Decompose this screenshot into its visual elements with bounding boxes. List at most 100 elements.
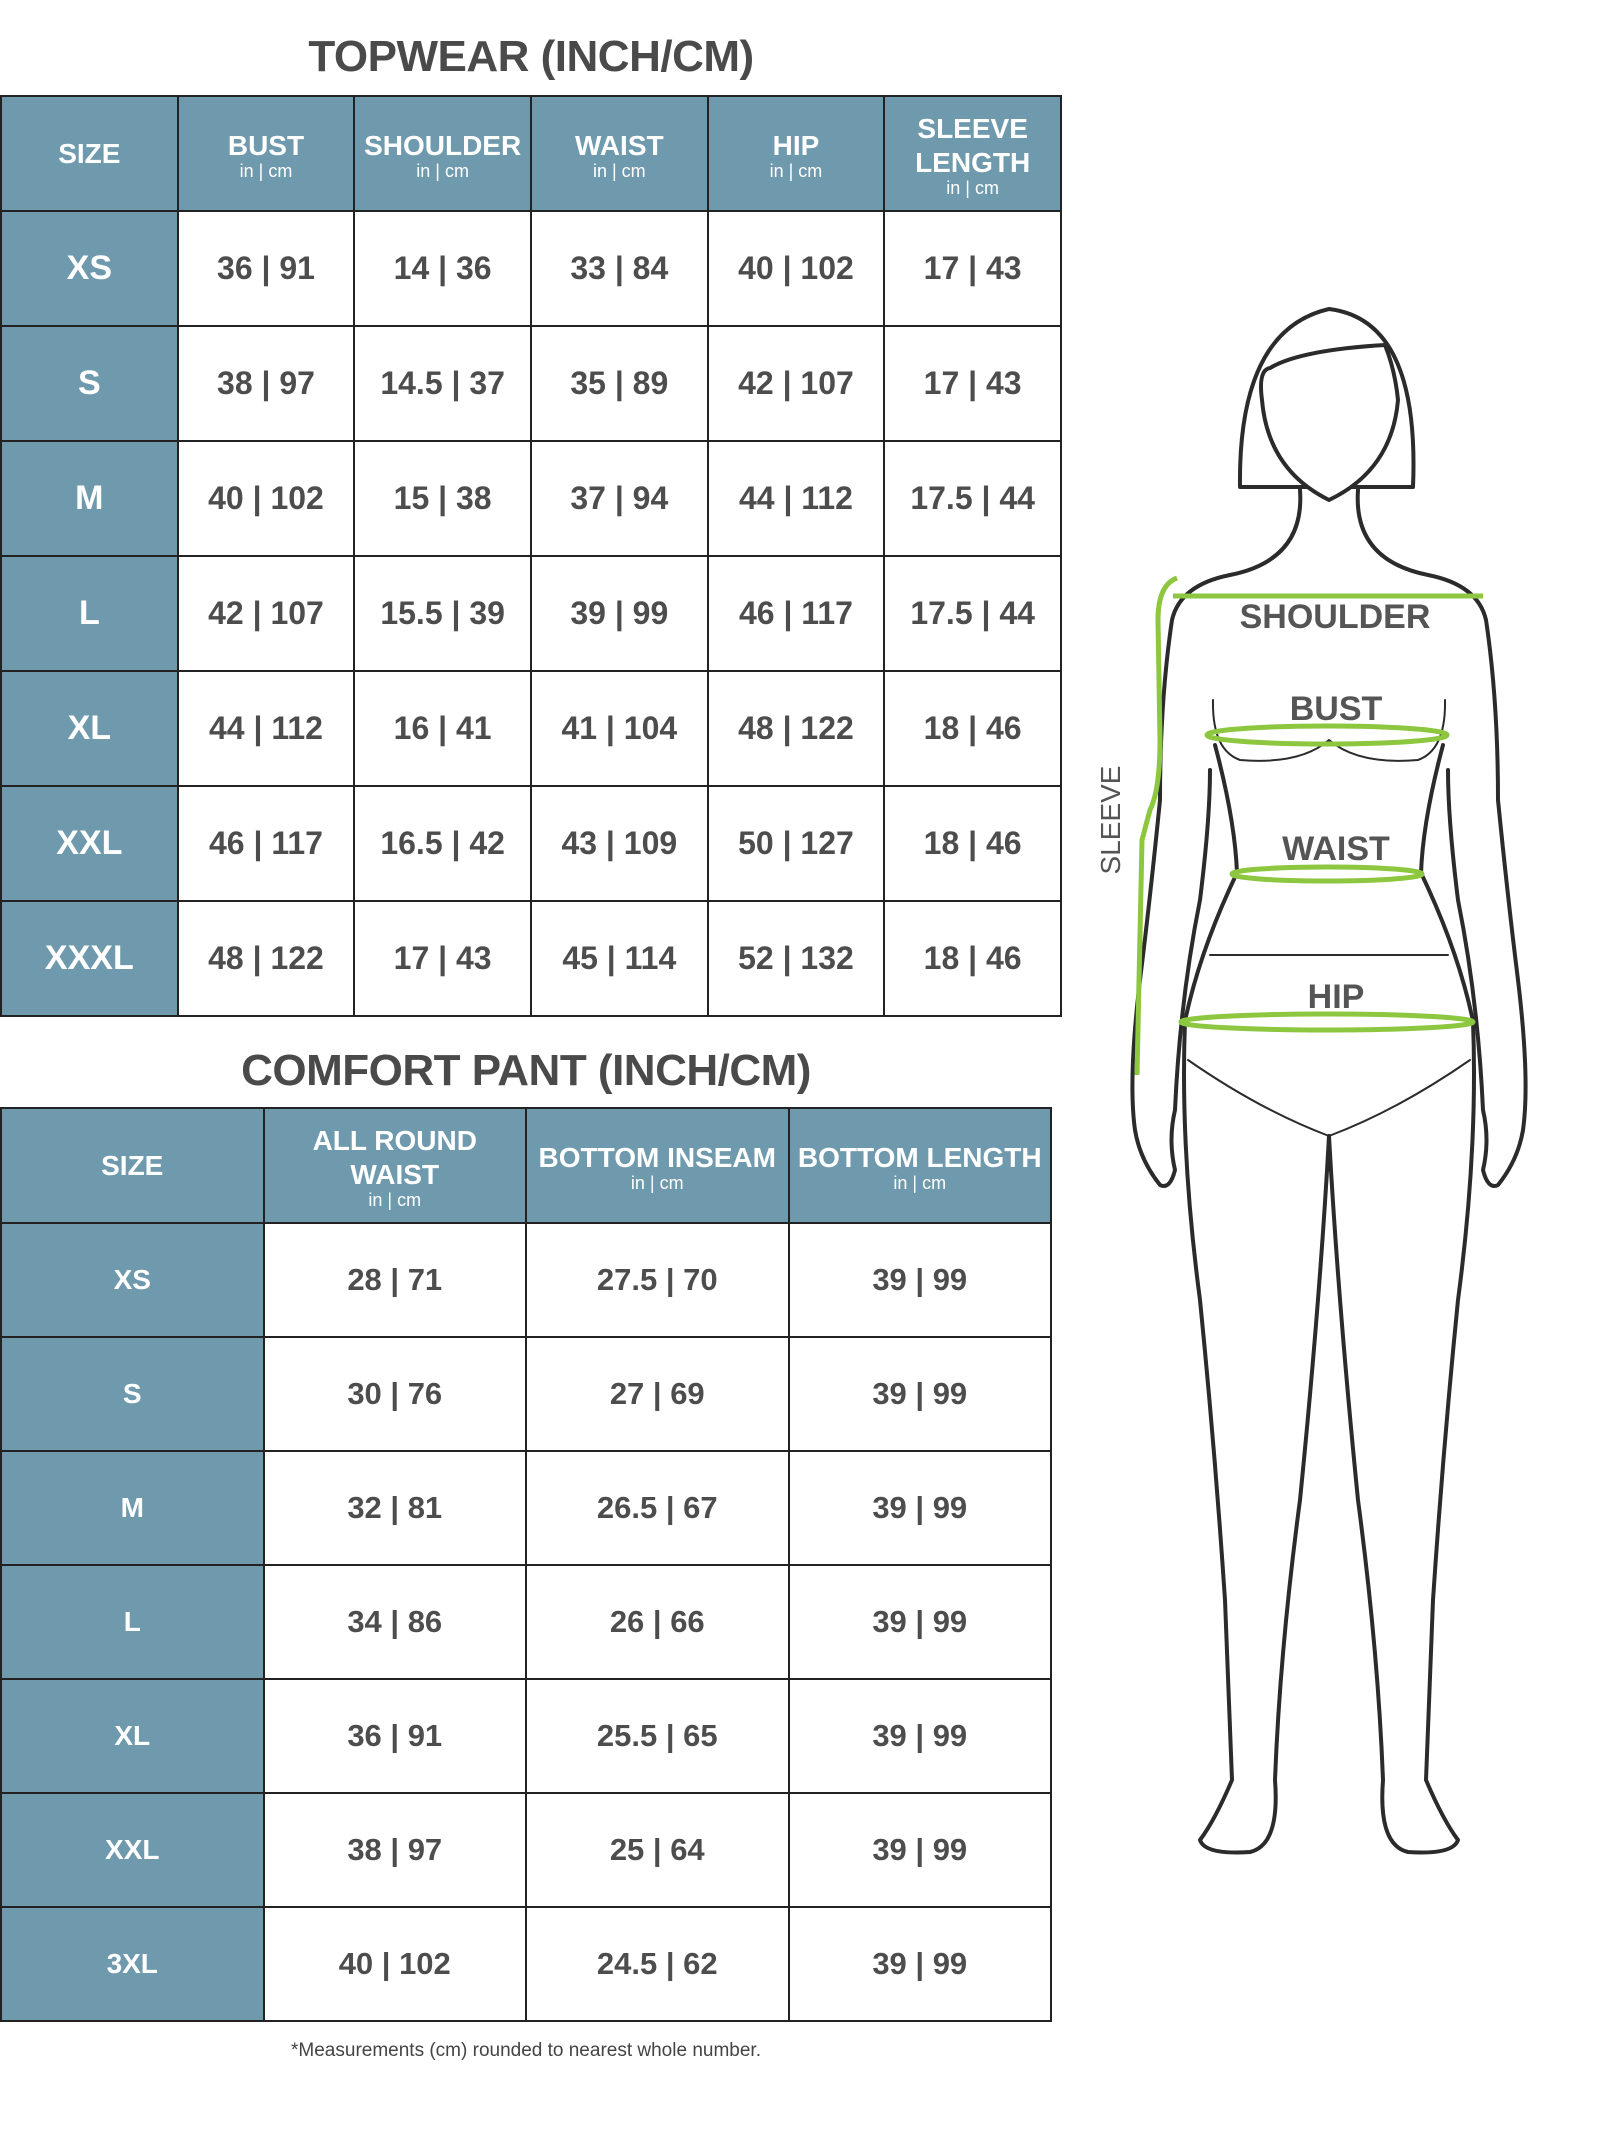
table-row: XXL 38 | 97 25 | 64 39 | 99 — [0, 1792, 1052, 1908]
column-header: SLEEVE LENGTH in | cm — [883, 95, 1062, 212]
table-row: L 42 | 107 15.5 | 39 39 | 99 46 | 117 17.5 | … — [0, 555, 1062, 672]
comfort-pant-title: COMFORT PANT (INCH/CM) — [241, 1046, 811, 1095]
size-cell: S — [0, 325, 179, 442]
measurement-cell: 42 | 107 — [176, 555, 356, 672]
table-row: M 40 | 102 15 | 38 37 | 94 44 | 112 17.5 | 44 — [0, 440, 1062, 557]
measurement-cell: 48 | 122 — [706, 670, 886, 787]
measurement-cell: 38 | 97 — [176, 325, 356, 442]
measurement-cell: 39 | 99 — [787, 1678, 1052, 1794]
column-header-label: SIZE — [58, 137, 121, 169]
waist-measure-ellipse — [1229, 864, 1425, 884]
measurement-cell: 46 | 117 — [176, 785, 356, 902]
measurement-cell: 16 | 41 — [353, 670, 532, 787]
unit-label: in | cm — [769, 160, 823, 181]
size-cell: M — [0, 1450, 265, 1566]
topwear-size-table: SIZE BUST in | cm SHOULDER in | cm WAIST in | … — [0, 95, 1062, 1017]
unit-label: in | cm — [893, 1172, 947, 1193]
measurement-cell: 50 | 127 — [706, 785, 886, 902]
column-header-label: HIP — [772, 129, 820, 161]
measurement-cell: 14.5 | 37 — [353, 325, 532, 442]
waist-label: WAIST — [1282, 830, 1390, 868]
measurement-cell: 44 | 112 — [176, 670, 356, 787]
column-header: BUST in | cm — [176, 95, 356, 212]
column-header-label: BOTTOM INSEAM — [538, 1141, 776, 1173]
table-row: M 32 | 81 26.5 | 67 39 | 99 — [0, 1450, 1052, 1566]
size-cell: M — [0, 440, 179, 557]
measurement-cell: 26.5 | 67 — [525, 1450, 790, 1566]
measurement-cell: 17 | 43 — [353, 900, 532, 1017]
measurement-cell: 27 | 69 — [525, 1336, 790, 1452]
table-row: XS 36 | 91 14 | 36 33 | 84 40 | 102 17 | 43 — [0, 210, 1062, 327]
measurement-cell: 39 | 99 — [787, 1906, 1052, 2022]
table-row: XS 28 | 71 27.5 | 70 39 | 99 — [0, 1222, 1052, 1338]
measurement-cell: 37 | 94 — [529, 440, 709, 557]
measurement-cell: 33 | 84 — [529, 210, 709, 327]
measurement-cell: 25.5 | 65 — [525, 1678, 790, 1794]
measurement-cell: 52 | 132 — [706, 900, 886, 1017]
measurement-cell: 32 | 81 — [262, 1450, 527, 1566]
column-header-label: WAIST — [574, 129, 664, 161]
unit-label: in | cm — [946, 177, 999, 198]
size-cell: 3XL — [0, 1906, 265, 2022]
measurement-cell: 38 | 97 — [262, 1792, 527, 1908]
topwear-title: TOPWEAR (INCH/CM) — [308, 32, 754, 81]
measurement-cell: 15.5 | 39 — [353, 555, 532, 672]
measurement-cell: 17 | 43 — [883, 210, 1062, 327]
measurement-cell: 17.5 | 44 — [883, 440, 1062, 557]
measurement-cell: 34 | 86 — [262, 1564, 527, 1680]
unit-label: in | cm — [592, 160, 646, 181]
column-header-label: ALL ROUND WAIST — [312, 1124, 477, 1190]
comfort-pant-size-table: SIZE ALL ROUND WAIST in | cm BOTTOM INSEAM i… — [0, 1107, 1052, 2022]
measurement-cell: 45 | 114 — [529, 900, 709, 1017]
measurement-cell: 48 | 122 — [176, 900, 356, 1017]
measurement-cell: 46 | 117 — [706, 555, 886, 672]
column-header: BOTTOM INSEAM in | cm — [525, 1107, 790, 1224]
shoulder-label: SHOULDER — [1240, 598, 1431, 636]
measurement-cell: 39 | 99 — [787, 1450, 1052, 1566]
size-cell: XS — [0, 1222, 265, 1338]
measurement-cell: 39 | 99 — [529, 555, 709, 672]
measurement-cell: 16.5 | 42 — [353, 785, 532, 902]
size-cell: L — [0, 1564, 265, 1680]
column-header-label: SLEEVE LENGTH — [915, 112, 1031, 178]
footnote: *Measurements (cm) rounded to nearest wh… — [291, 2040, 761, 2061]
measurement-cell: 15 | 38 — [353, 440, 532, 557]
measurement-cell: 44 | 112 — [706, 440, 886, 557]
column-header: BOTTOM LENGTH in | cm — [787, 1107, 1052, 1224]
measurement-cell: 39 | 99 — [787, 1222, 1052, 1338]
unit-label: in | cm — [416, 160, 469, 181]
measurement-cell: 41 | 104 — [529, 670, 709, 787]
size-cell: XXL — [0, 785, 179, 902]
column-header: WAIST in | cm — [529, 95, 709, 212]
measurement-lines — [1134, 575, 1483, 1076]
measurement-cell: 40 | 102 — [262, 1906, 527, 2022]
column-header: SIZE — [0, 1107, 265, 1224]
measurement-cell: 36 | 91 — [262, 1678, 527, 1794]
table-row: XXXL 48 | 122 17 | 43 45 | 114 52 | 132 18 | … — [0, 900, 1062, 1017]
size-cell: XL — [0, 1678, 265, 1794]
unit-label: in | cm — [239, 160, 293, 181]
hip-label: HIP — [1308, 978, 1365, 1016]
column-header-label: BUST — [227, 129, 305, 161]
measurement-cell: 40 | 102 — [176, 440, 356, 557]
measurement-cell: 24.5 | 62 — [525, 1906, 790, 2022]
column-header: ALL ROUND WAIST in | cm — [262, 1107, 527, 1224]
column-header-label: BOTTOM LENGTH — [797, 1141, 1042, 1173]
measurement-cell: 18 | 46 — [883, 670, 1062, 787]
measurement-cell: 40 | 102 — [706, 210, 886, 327]
column-header-label: SIZE — [101, 1149, 164, 1181]
measurement-cell: 18 | 46 — [883, 900, 1062, 1017]
size-cell: XS — [0, 210, 179, 327]
column-header: HIP in | cm — [706, 95, 886, 212]
measurement-cell: 39 | 99 — [787, 1564, 1052, 1680]
measurement-cell: 39 | 99 — [787, 1792, 1052, 1908]
measurement-cell: 36 | 91 — [176, 210, 356, 327]
column-header: SIZE — [0, 95, 179, 212]
table-row: XXL 46 | 117 16.5 | 42 43 | 109 50 | 127 18 |… — [0, 785, 1062, 902]
body-outline — [1130, 307, 1528, 1855]
table-row: XL 36 | 91 25.5 | 65 39 | 99 — [0, 1678, 1052, 1794]
sleeve-measure-line — [1134, 575, 1179, 1076]
size-cell: S — [0, 1336, 265, 1452]
